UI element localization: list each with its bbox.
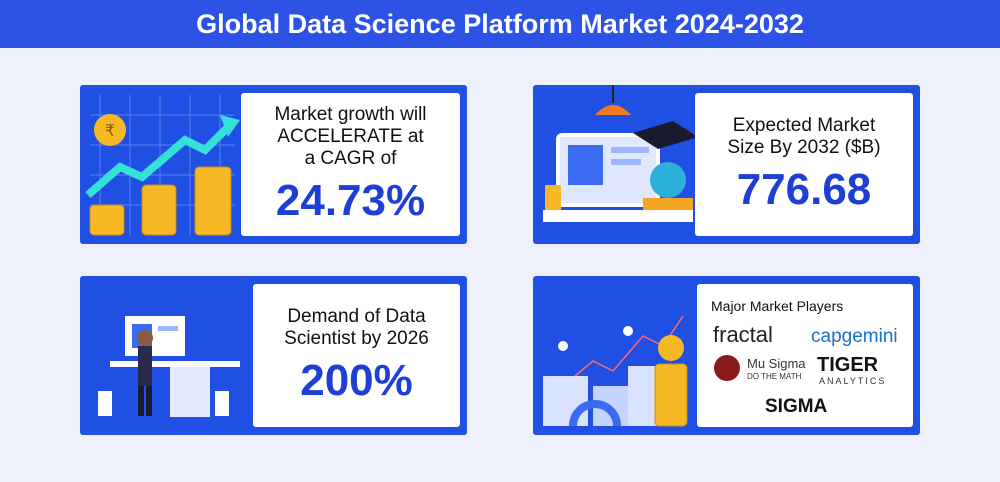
scientist-illustration (98, 316, 240, 417)
text-box: Demand of Data Scientist by 2026 200% (253, 284, 460, 427)
player-logo: SIGMA (765, 396, 828, 417)
card: ₹ Market growth will ACCELERATE at a CAG… (80, 85, 467, 244)
card-text: Demand of Data (287, 305, 426, 327)
card-text: Expected Market (732, 114, 876, 136)
player-logo: TIGER (817, 354, 879, 376)
card: Demand of Data Scientist by 2026 200% (80, 276, 467, 435)
growth-illustration: ₹ (85, 95, 240, 236)
page-title: Global Data Science Platform Market 2024… (0, 0, 1000, 48)
education-illustration (543, 85, 698, 222)
text-box: Market growth will ACCELERATE at a CAGR … (241, 93, 460, 236)
player-logo: capgemini (811, 326, 898, 347)
card: Expected Market Size By 2032 ($B) 776.68 (533, 85, 920, 244)
card-text: Market growth will (274, 103, 427, 125)
card-text: Size By 2032 ($B) (727, 136, 881, 158)
card-value: 200% (300, 355, 413, 405)
text-box: Major Market Players fractal capgemini M… (697, 284, 913, 427)
player-logo: DO THE MATH (747, 372, 802, 381)
text-box: Expected Market Size By 2032 ($B) 776.68 (695, 93, 913, 236)
player-logo: ANALYTICS (819, 376, 887, 386)
players-heading: Major Market Players (711, 298, 844, 314)
svg-text:₹: ₹ (105, 123, 115, 140)
player-logo: Mu Sigma (747, 356, 806, 371)
card: Major Market Players fractal capgemini M… (533, 276, 920, 435)
card-text: Scientist by 2026 (284, 327, 429, 349)
card-value: 24.73% (275, 175, 426, 225)
card-text: ACCELERATE at (277, 125, 424, 147)
mu-sigma-icon (714, 355, 740, 381)
player-logo: fractal (713, 322, 773, 347)
card-text: a CAGR of (304, 147, 397, 169)
card-value: 776.68 (736, 164, 872, 214)
players-illustration (543, 315, 688, 427)
